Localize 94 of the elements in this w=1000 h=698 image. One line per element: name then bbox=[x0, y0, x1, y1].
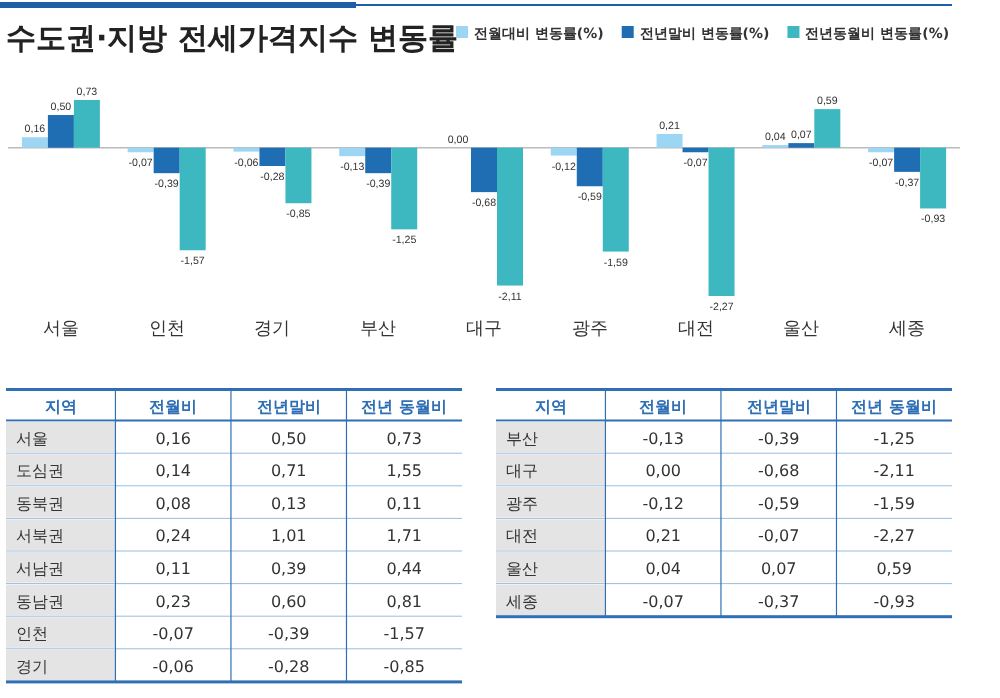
bar bbox=[259, 147, 286, 166]
bar bbox=[365, 147, 392, 174]
data-label: 0,11 bbox=[386, 494, 423, 513]
data-label: -0,28 bbox=[268, 657, 310, 676]
data-label: 0,59 bbox=[876, 560, 913, 578]
data-label: -0,37 bbox=[758, 592, 800, 611]
category-label: 부산 bbox=[506, 429, 538, 448]
data-label: 0,50 bbox=[270, 429, 307, 448]
category-label: 인천 bbox=[16, 625, 48, 644]
data-label: 0,39 bbox=[270, 560, 307, 578]
bar bbox=[21, 137, 48, 148]
text: 전월비 bbox=[149, 398, 198, 416]
category-label: 광주 bbox=[506, 494, 538, 513]
text: 전년 동월비 bbox=[361, 398, 448, 416]
bar bbox=[391, 147, 418, 230]
data-label: -0,39 bbox=[758, 429, 800, 448]
data-label: 0,13 bbox=[270, 494, 307, 513]
data-label: -0,85 bbox=[383, 657, 425, 676]
data-label: -0,39 bbox=[268, 625, 310, 644]
text: 전년 동월비 bbox=[851, 398, 938, 416]
data-label: 0,73 bbox=[386, 429, 423, 448]
text: 전년말비 bbox=[746, 398, 811, 416]
bar bbox=[47, 115, 74, 148]
x-tick-label: 서울 bbox=[42, 320, 79, 340]
data-label: 0,14 bbox=[155, 462, 192, 481]
data-label: -0,07 bbox=[758, 527, 800, 546]
bar bbox=[814, 109, 841, 148]
x-tick-label: 대구 bbox=[466, 320, 502, 340]
bar bbox=[179, 147, 206, 251]
data-label: -0,06 bbox=[152, 657, 194, 676]
data-label: 0,44 bbox=[386, 560, 423, 578]
category-label: 도심권 bbox=[16, 462, 64, 481]
data-label: 1,71 bbox=[386, 527, 423, 546]
x-tick-label: 광주 bbox=[571, 320, 608, 340]
bar bbox=[339, 147, 366, 157]
category-label: 서북권 bbox=[16, 527, 64, 546]
bar bbox=[656, 133, 683, 148]
bar bbox=[550, 147, 577, 156]
category-label: 세종 bbox=[506, 592, 538, 611]
data-label: 0,23 bbox=[155, 592, 192, 611]
data-label: -2,27 bbox=[873, 527, 915, 546]
data-label: 0,07 bbox=[760, 560, 797, 578]
category-label: 동남권 bbox=[16, 592, 64, 611]
x-tick-label: 경기 bbox=[254, 320, 291, 340]
data-label: -0,07 bbox=[642, 592, 684, 611]
bar bbox=[73, 100, 100, 148]
data-label: -1,57 bbox=[383, 625, 425, 644]
data-label: -1,25 bbox=[873, 429, 915, 448]
chart-title: 수도권·지방 전세가격지수 변동률 bbox=[6, 20, 459, 56]
data-label: 0,21 bbox=[645, 527, 682, 546]
category-label: 대전 bbox=[506, 527, 538, 546]
x-tick-label: 대전 bbox=[677, 320, 714, 340]
bar bbox=[576, 147, 603, 187]
data-label: 0,04 bbox=[645, 560, 682, 578]
category-label: 서남권 bbox=[16, 560, 64, 578]
category-label: 대구 bbox=[506, 462, 538, 481]
bar bbox=[153, 147, 180, 174]
x-tick-label: 울산 bbox=[783, 320, 820, 340]
data-label: 0,71 bbox=[270, 462, 307, 481]
bar bbox=[708, 147, 735, 296]
bar bbox=[894, 147, 921, 172]
data-label: -0,13 bbox=[642, 429, 684, 448]
bar bbox=[920, 147, 947, 209]
data-label: 1,01 bbox=[270, 527, 307, 546]
category-label: 동북권 bbox=[16, 494, 64, 513]
data-label: 0,16 bbox=[155, 429, 192, 448]
data-label: 0,08 bbox=[155, 494, 192, 513]
data-label: 0,81 bbox=[386, 592, 423, 611]
bar bbox=[471, 147, 497, 193]
category-label: 서울 bbox=[16, 429, 48, 448]
data-label: -0,93 bbox=[873, 592, 915, 611]
text: 지역 bbox=[42, 398, 77, 416]
bar bbox=[497, 147, 523, 286]
data-label: -1,59 bbox=[873, 494, 915, 513]
data-label: 0,00 bbox=[645, 462, 682, 481]
data-label: 1,55 bbox=[386, 462, 423, 481]
category-label: 경기 bbox=[16, 657, 48, 676]
data-label: -2,11 bbox=[873, 462, 915, 481]
bar bbox=[285, 147, 312, 204]
bar bbox=[602, 147, 629, 252]
category-label: 울산 bbox=[506, 560, 538, 578]
text: 전년말비 bbox=[256, 398, 321, 416]
text: 지역 bbox=[532, 398, 567, 416]
x-tick-label: 세종 bbox=[889, 320, 926, 340]
text: 전월비 bbox=[639, 398, 688, 416]
data-label: -0,12 bbox=[642, 494, 684, 513]
data-label: -0,68 bbox=[758, 462, 800, 481]
data-label: 0,11 bbox=[155, 560, 192, 578]
data-label: 0,24 bbox=[155, 527, 192, 546]
x-tick-label: 부산 bbox=[360, 320, 397, 340]
data-label: -0,59 bbox=[758, 494, 800, 513]
data-label: 0,60 bbox=[270, 592, 307, 611]
data-label: -0,07 bbox=[152, 625, 194, 644]
x-tick-label: 인천 bbox=[148, 320, 185, 340]
